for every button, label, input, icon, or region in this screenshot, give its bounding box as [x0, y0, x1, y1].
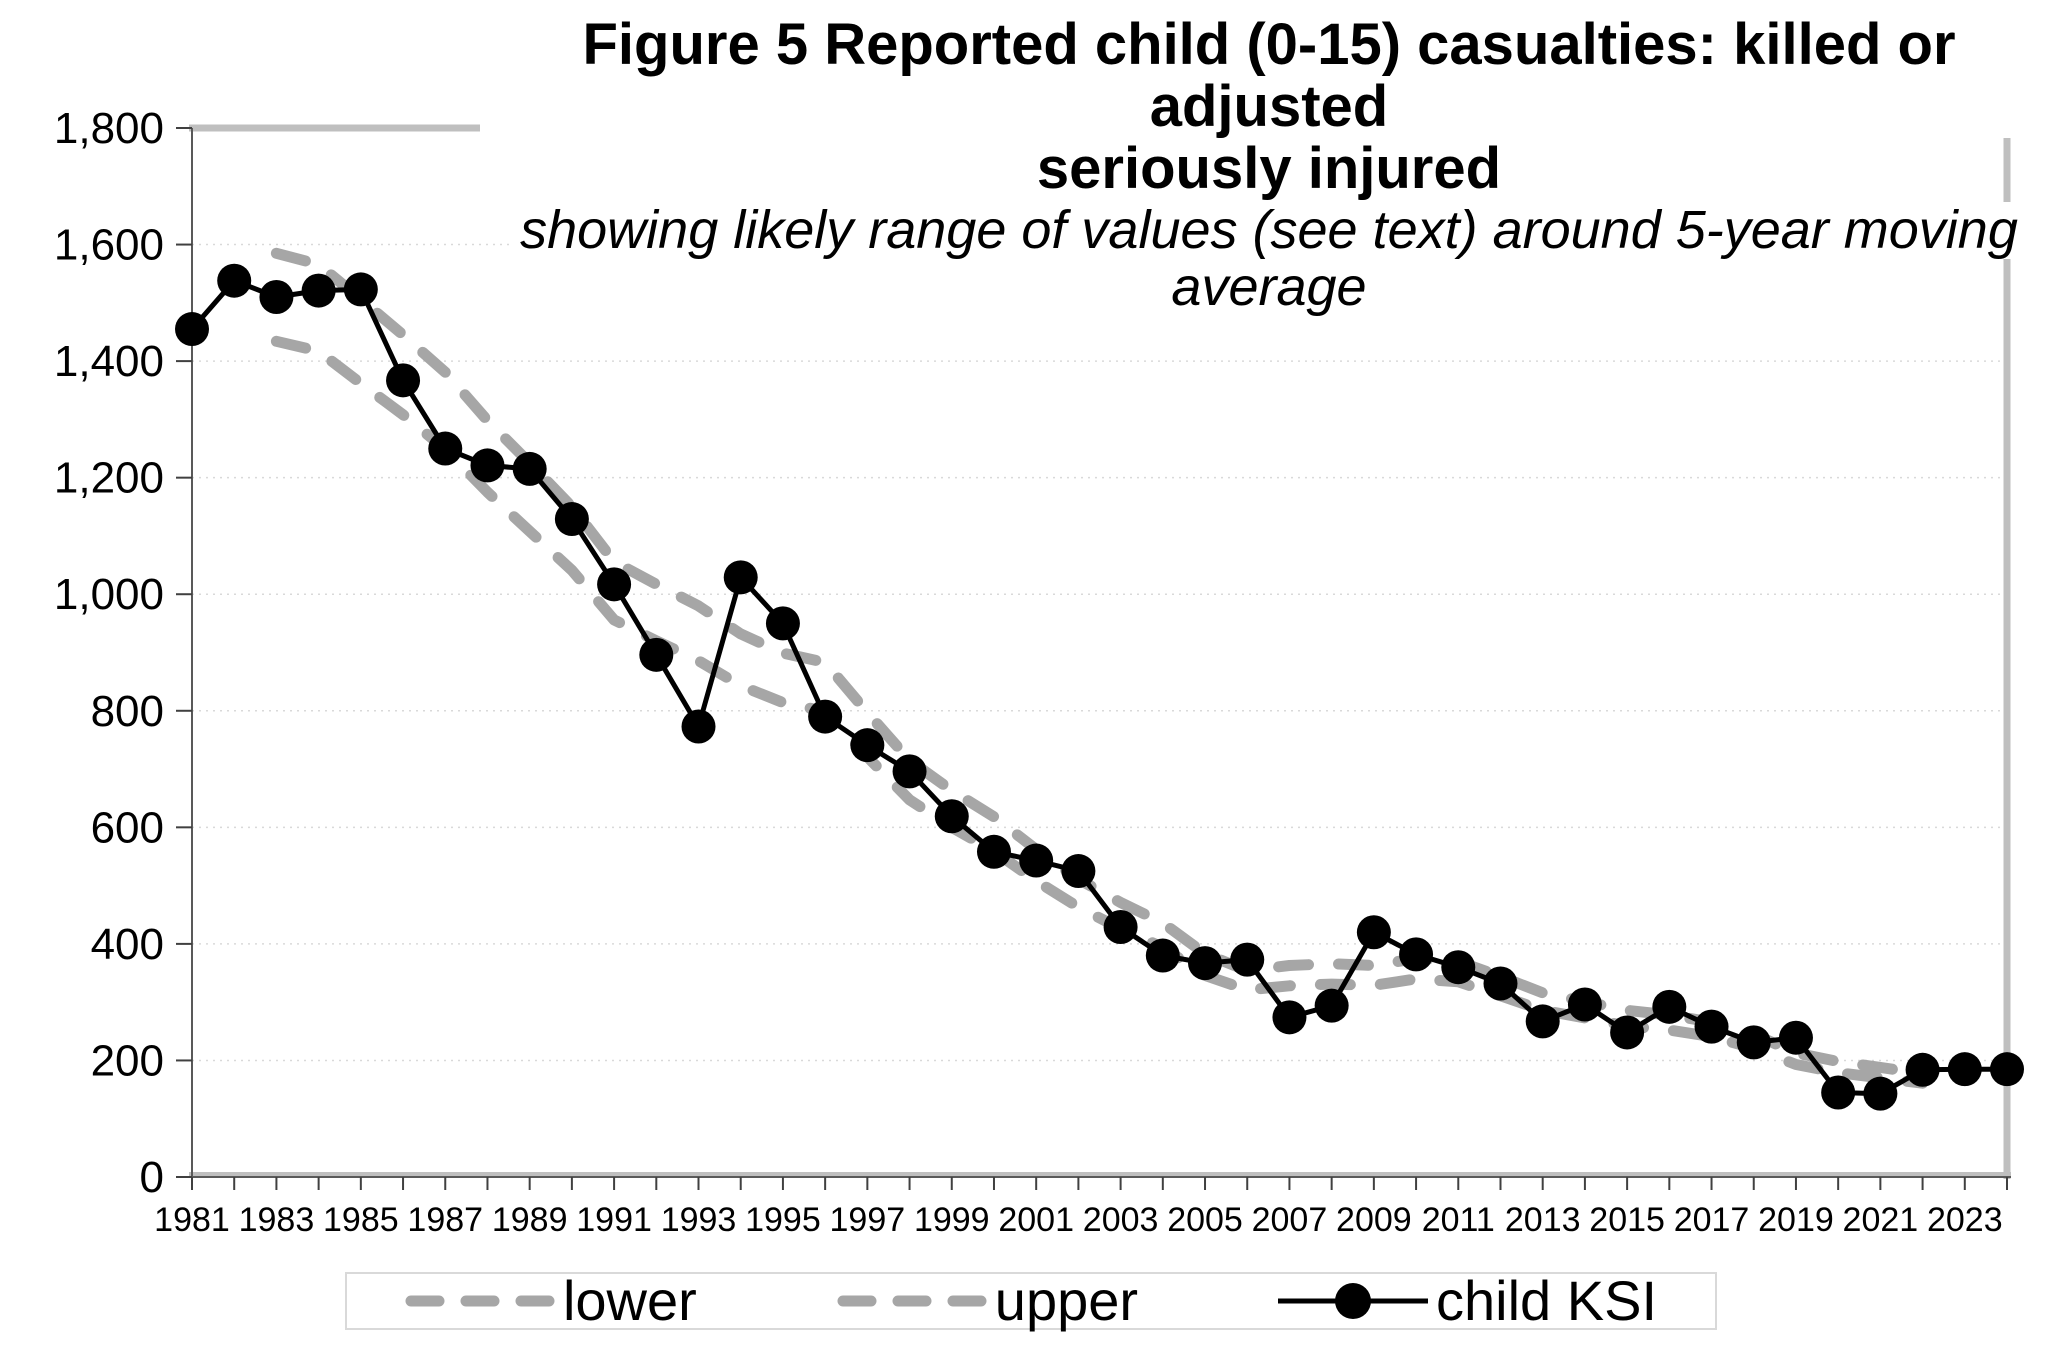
x-tick-label-1993: 1993: [661, 1201, 737, 1239]
y-tick-label-0: 0: [140, 1153, 164, 1202]
legend-label-lower: lower: [562, 1269, 697, 1332]
x-tick-label-2015: 2015: [1589, 1201, 1665, 1239]
data-point-2005: [1188, 946, 1223, 981]
data-point-2012: [1483, 966, 1518, 1001]
y-tick-label-400: 400: [91, 920, 164, 969]
y-tick-label-800: 800: [91, 687, 164, 736]
data-point-2017: [1694, 1009, 1729, 1044]
data-point-1992: [639, 637, 674, 672]
data-point-2003: [1103, 909, 1138, 944]
data-point-1994: [723, 560, 758, 595]
series-child-ksi-line: [190, 278, 2007, 1097]
x-tick-label-2003: 2003: [1083, 1201, 1159, 1239]
x-tick-label-1985: 1985: [323, 1201, 399, 1239]
y-tick-label-1,800: 1,800: [54, 104, 164, 153]
legend-label-upper: upper: [994, 1269, 1139, 1332]
y-tick-label-1,400: 1,400: [54, 337, 164, 386]
data-point-1986: [386, 363, 421, 398]
data-point-1995: [765, 606, 800, 641]
data-point-2011: [1441, 950, 1476, 985]
y-tick-label-1,600: 1,600: [54, 221, 164, 270]
data-point-1989: [512, 451, 547, 486]
x-tick-label-1989: 1989: [492, 1201, 568, 1239]
x-tick-label-1987: 1987: [407, 1201, 483, 1239]
series-lower-path: [270, 335, 1929, 1089]
upper-dashed-line-icon: [837, 1295, 987, 1307]
data-point-1991: [597, 567, 632, 602]
data-point-1997: [850, 728, 885, 763]
data-point-2000: [976, 834, 1011, 869]
data-point-1987: [428, 431, 463, 466]
data-point-2004: [1145, 938, 1180, 973]
x-tick-label-2001: 2001: [998, 1201, 1074, 1239]
data-point-2016: [1652, 989, 1687, 1024]
x-tick-label-1983: 1983: [239, 1201, 315, 1239]
child-ksi-marker-line-icon: [1278, 1283, 1429, 1319]
y-tick-label-200: 200: [91, 1036, 164, 1085]
x-tick-label-2017: 2017: [1674, 1201, 1750, 1239]
data-point-2014: [1567, 987, 1602, 1022]
data-point-1996: [808, 699, 843, 734]
data-point-2021: [1863, 1076, 1898, 1111]
data-point-1988: [470, 448, 505, 483]
data-point-1981: [175, 312, 209, 347]
x-tick-label-1999: 1999: [914, 1201, 990, 1239]
data-point-1993: [681, 709, 716, 744]
data-point-2020: [1821, 1075, 1856, 1110]
data-point-2013: [1525, 1004, 1560, 1039]
x-tick-label-2013: 2013: [1505, 1201, 1581, 1239]
data-point-2001: [1019, 843, 1054, 878]
data-point-2007: [1272, 1000, 1307, 1035]
data-point-2022: [1905, 1052, 1940, 1087]
data-point-1985: [343, 272, 378, 307]
x-tick-label-2019: 2019: [1758, 1201, 1834, 1239]
data-point-2008: [1314, 988, 1349, 1023]
legend-item-child-ksi: child KSI: [1278, 1273, 1657, 1329]
data-point-2019: [1778, 1020, 1813, 1055]
series-upper-path: [270, 247, 1929, 1080]
data-point-1999: [934, 799, 969, 834]
x-tick-label-2023: 2023: [1927, 1201, 2003, 1239]
x-tick-label-2021: 2021: [1843, 1201, 1919, 1239]
data-point-1984: [301, 273, 336, 308]
x-tick-label-2011: 2011: [1422, 1201, 1495, 1239]
lower-dashed-line-icon: [405, 1295, 555, 1307]
x-tick-label-1981: 1981: [154, 1201, 230, 1239]
data-point-2010: [1399, 937, 1434, 972]
x-tick-label-2009: 2009: [1336, 1201, 1412, 1239]
data-point-1998: [892, 754, 927, 789]
data-point-1982: [217, 263, 252, 298]
data-point-2015: [1610, 1015, 1645, 1050]
data-point-2006: [1230, 942, 1265, 977]
x-tick-label-1997: 1997: [830, 1201, 906, 1239]
data-point-2023: [1947, 1052, 1982, 1087]
y-tick-label-600: 600: [91, 803, 164, 852]
legend-item-upper: upper: [837, 1273, 1138, 1329]
data-point-1983: [259, 280, 294, 315]
legend: lower upper child KSI: [345, 1272, 1717, 1330]
y-tick-label-1,000: 1,000: [54, 570, 164, 619]
legend-item-lower: lower: [405, 1273, 697, 1329]
legend-label-child-ksi: child KSI: [1436, 1269, 1658, 1332]
data-point-2018: [1736, 1025, 1771, 1060]
x-tick-label-2005: 2005: [1167, 1201, 1243, 1239]
x-tick-label-1995: 1995: [745, 1201, 821, 1239]
data-point-2024: [1990, 1052, 2024, 1087]
data-point-2009: [1356, 915, 1391, 950]
data-point-1990: [554, 502, 589, 537]
x-tick-label-2007: 2007: [1252, 1201, 1328, 1239]
y-tick-label-1,200: 1,200: [54, 454, 164, 503]
x-tick-label-1991: 1991: [576, 1201, 652, 1239]
data-point-2002: [1061, 854, 1096, 889]
